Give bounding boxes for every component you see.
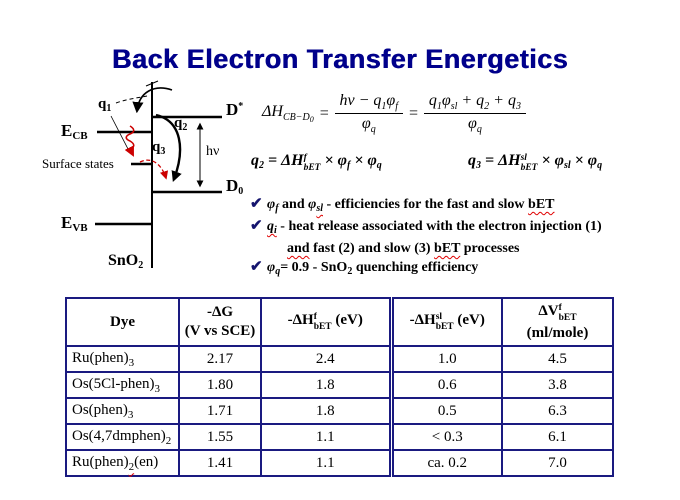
dhf-value: 1.1 [260, 423, 392, 451]
table-row: Ru(phen)3 2.17 2.4 1.0 4.5 [65, 345, 614, 373]
checkmark-icon: ✔ [250, 259, 263, 275]
fraction-fast: hν − q1φf φq [334, 92, 404, 135]
equation-q3: q3 = ΔH sl bET × φsl × φq [468, 152, 603, 173]
table-row: Os(5Cl-phen)3 1.80 1.8 0.6 3.8 [65, 371, 614, 399]
col-header-dhf: -ΔH f bET (eV) [260, 297, 392, 347]
trapping-squiggle-arrow [124, 125, 135, 157]
dye-name: Os(5Cl-phen)3 [65, 371, 180, 399]
dhsl-value: 0.6 [388, 371, 503, 399]
dv-value: 6.3 [501, 397, 614, 425]
dhsl-value: 0.5 [388, 397, 503, 425]
col-header-dhsl: -ΔH sl bET (eV) [388, 297, 503, 347]
dv-value: 4.5 [501, 345, 614, 373]
dv-value: 6.1 [501, 423, 614, 451]
label-q3: q3 [152, 139, 166, 157]
bullet-heat-release: ✔ qi - heat release associated with the … [250, 218, 602, 236]
equation-enthalpy-balance: ΔHCB−D0 = hν − q1φf φq = q1φsl + q2 + q3… [262, 92, 526, 135]
label-sno2: SnO2 [108, 252, 144, 271]
dhsl-value: < 0.3 [388, 423, 503, 451]
label-q1: q1 [98, 96, 112, 114]
eq-lhs: ΔHCB−D0 [262, 103, 314, 124]
axis-top-tick [145, 80, 159, 87]
bullet-efficiencies: ✔ φf and φsl - efficiencies for the fast… [250, 196, 555, 214]
dye-name: Ru(phen)2(en) [65, 449, 180, 477]
dhf-value: 1.1 [260, 449, 392, 477]
slide-title: Back Electron Transfer Energetics [111, 44, 569, 74]
q1-leader-line [115, 95, 148, 104]
dg-value: 1.55 [178, 423, 262, 451]
bullet-heat-release-line2: and fast (2) and slow (3) bET processes [287, 241, 520, 256]
header-row: Dye -ΔG (V vs SCE) -ΔH f bET (eV) -ΔH sl bET … [65, 297, 614, 347]
dhsl-value: ca. 0.2 [388, 449, 503, 477]
label-hnu: hν [206, 144, 220, 159]
label-evb: EVB [61, 213, 88, 234]
label-q2: q2 [174, 115, 188, 133]
dhf-value: 2.4 [260, 345, 392, 373]
definitions-list: ✔ φf and φsl - efficiencies for the fast… [250, 196, 680, 281]
equals-sign: = [408, 104, 419, 122]
table-row: Ru(phen)2(en) 1.41 1.1 ca. 0.2 7.0 [65, 449, 614, 477]
dye-name: Ru(phen)3 [65, 345, 180, 373]
col-header-dye: Dye [65, 297, 180, 347]
label-ecb: ECB [61, 121, 88, 142]
equation-q2: q2 = ΔH f bET × φf × φq [251, 152, 382, 173]
bullet-quenching: ✔ φq= 0.9 - SnO2 quenching efficiency [250, 259, 479, 277]
dg-value: 1.80 [178, 371, 262, 399]
dye-name: Os(4,7dmphen)2 [65, 423, 180, 451]
checkmark-icon: ✔ [250, 218, 263, 234]
dg-value: 1.71 [178, 397, 262, 425]
col-header-dv: ΔV f bET (ml/mole) [501, 297, 614, 347]
table-row: Os(4,7dmphen)2 1.55 1.1 < 0.3 6.1 [65, 423, 614, 451]
electron-injection-arrow [132, 87, 173, 114]
dhf-value: 1.8 [260, 397, 392, 425]
dg-value: 2.17 [178, 345, 262, 373]
dg-value: 1.41 [178, 449, 262, 477]
label-d-excited: D* [226, 100, 244, 119]
col-header-dg: -ΔG (V vs SCE) [178, 297, 262, 347]
fraction-heat-terms: q1φsl + q2 + q3 φq [423, 92, 526, 135]
bet-energetics-table: Dye -ΔG (V vs SCE) -ΔH f bET (eV) -ΔH sl bET … [65, 297, 614, 477]
q3-slow-bet-arrow [139, 159, 169, 180]
equals-sign: = [318, 104, 330, 122]
table-row: Os(phen)3 1.71 1.8 0.5 6.3 [65, 397, 614, 425]
dhsl-value: 1.0 [388, 345, 503, 373]
dv-value: 3.8 [501, 371, 614, 399]
q1-pointer-line [110, 115, 129, 150]
checkmark-icon: ✔ [250, 196, 263, 212]
label-d-ground: D0 [226, 176, 244, 197]
dye-name: Os(phen)3 [65, 397, 180, 425]
dv-value: 7.0 [501, 449, 614, 477]
label-surface-states: Surface states [42, 156, 114, 171]
dhf-value: 1.8 [260, 371, 392, 399]
